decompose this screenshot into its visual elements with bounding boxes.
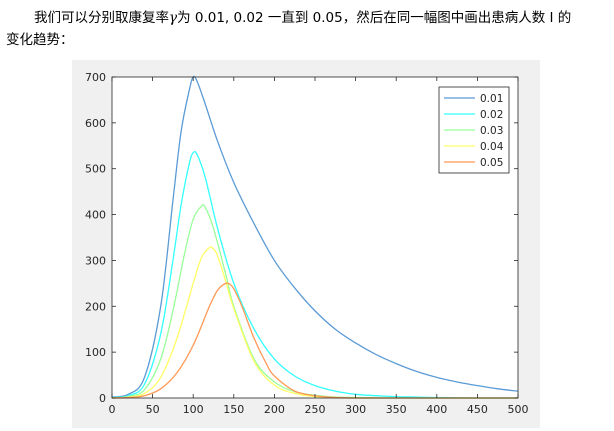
x-tick-label: 500 [508, 403, 529, 416]
x-axis: 0 50 100 150 200 250 300 350 400 450 500 [109, 77, 529, 416]
description-line-1-end: 为 0.01, 0.02 一直到 0.05，然后在同一幅图中画出患病人数 I 的 [177, 10, 572, 26]
x-tick-label: 100 [183, 403, 204, 416]
legend-label-3: 0.03 [480, 125, 503, 137]
y-tick-label: 500 [85, 163, 106, 176]
y-tick-label: 0 [99, 392, 106, 405]
legend-label-4: 0.04 [480, 141, 504, 153]
legend-label-2: 0.02 [480, 109, 503, 121]
x-tick-label: 50 [146, 403, 160, 416]
y-tick-label: 600 [85, 117, 106, 130]
legend-label-1: 0.01 [480, 93, 503, 105]
x-tick-label: 450 [467, 403, 488, 416]
description-line-1: 我们可以分别取康复率γ为 0.01, 0.02 一直到 0.05，然后在同一幅图… [34, 6, 571, 26]
line-chart: 0 50 100 150 200 250 300 350 400 450 500 0 100 200 30… [85, 71, 529, 416]
gamma-symbol: γ [169, 10, 178, 26]
description-text: 我们可以分别取康复率γ为 0.01, 0.02 一直到 0.05，然后在同一幅图… [0, 0, 614, 58]
x-tick-label: 0 [109, 403, 116, 416]
legend: 0.01 0.02 0.03 0.04 0.05 [438, 86, 510, 174]
y-tick-label: 300 [85, 254, 106, 267]
y-axis: 0 100 200 300 400 500 600 700 [85, 71, 518, 405]
description-line-2: 变化趋势： [6, 32, 74, 48]
x-tick-label: 400 [426, 403, 447, 416]
series-line-1 [111, 75, 519, 398]
figure-window: 0 50 100 150 200 250 300 350 400 450 500 0 100 200 30… [72, 60, 540, 428]
y-tick-label: 700 [85, 71, 106, 84]
x-tick-label: 150 [223, 403, 244, 416]
y-tick-label: 400 [85, 209, 106, 222]
x-tick-label: 250 [305, 403, 326, 416]
description-line-1-start: 我们可以分别取康复率 [34, 10, 169, 26]
y-tick-label: 200 [85, 300, 106, 313]
legend-label-5: 0.05 [480, 157, 503, 169]
series-line-2 [111, 150, 519, 399]
y-tick-label: 100 [85, 346, 106, 359]
x-tick-label: 200 [264, 403, 285, 416]
x-tick-label: 300 [345, 403, 366, 416]
x-tick-label: 350 [386, 403, 407, 416]
